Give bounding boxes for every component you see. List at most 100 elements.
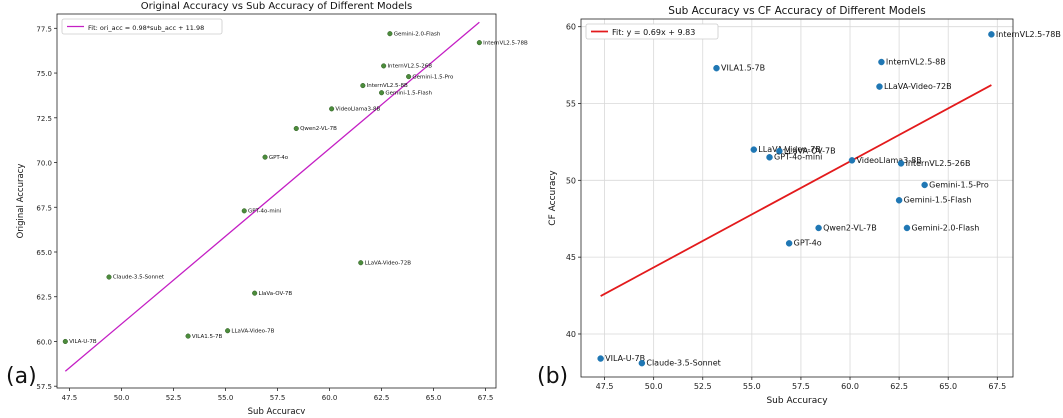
panel-label-a: (a) [6,364,37,389]
x-axis-label: Sub Accuracy [766,396,828,406]
y-tick-label: 77.5 [36,25,52,33]
data-point [897,160,905,167]
data-point [358,260,364,266]
point-label: VILA-U-7B [605,354,645,363]
plot-frame [580,18,1014,378]
x-tick-label: 60.0 [322,394,338,402]
data-point [406,74,412,80]
data-point [293,125,299,132]
point-label: GPT-4o-mini [248,208,282,214]
plot-frame [56,13,497,389]
point-label: VideoLlama3-8B [856,156,921,165]
y-tick-label: 67.5 [36,204,52,212]
point-label: GPT-4o-mini [774,153,822,162]
data-point [360,83,366,89]
x-tick-label: 50.0 [645,382,663,391]
x-tick-label: 47.5 [596,382,614,391]
y-tick-label: 60.0 [36,338,52,346]
x-tick-label: 67.5 [988,382,1006,391]
x-tick-label: 62.5 [374,394,390,402]
point-label: LLaVA-Video-7B [758,145,821,154]
point-label: LLaVA-OV-7B [784,147,836,156]
point-label: VILA1.5-7B [192,334,223,340]
point-label: VILA1.5-7B [721,64,765,73]
data-point [106,274,112,280]
legend-box [61,18,223,35]
data-point [988,31,995,38]
y-axis-label: CF Accuracy [548,170,558,226]
chart-a-svg: 47.5 50.0 52.5 55.0 57.5 60.0 62.5 65.0 67.5 57.5… [16,1,528,417]
x-tick-label: 62.5 [890,382,908,391]
point-label: VILA-U-7B [69,339,97,345]
point-label: Gemini-2.0-Flash [394,31,441,37]
point-label: Qwen2-VL-7B [823,223,877,232]
data-point [329,106,335,112]
x-tick-label: 65.0 [426,394,442,402]
x-tick-label: 47.5 [62,394,78,402]
data-point [241,208,247,214]
y-tick-label: 62.5 [36,294,52,302]
data-point [62,338,68,345]
point-label: LlaVa-OV-7B [258,291,292,297]
data-point [785,240,793,247]
data-point [815,224,822,232]
data-point [597,355,604,362]
y-tick-label: 65.0 [36,249,52,257]
y-axis-label: Original Accuracy [16,164,26,239]
x-axis-label: Sub Accuracy [248,407,306,414]
y-tick-label: 57.5 [36,383,52,391]
chart-title: Sub Accuracy vs CF Accuracy of Different… [668,5,925,17]
data-point [262,154,268,160]
y-tick-label: 45 [566,253,576,262]
point-label: LLaVA-Video-72B [884,82,952,91]
data-point [766,154,773,161]
y-tick-label: 70.0 [36,160,52,168]
point-label: Gemini-1.5-Pro [412,74,454,80]
data-point [379,90,385,96]
data-point [638,359,646,367]
point-label: LLaVA-Video-7B [231,328,274,334]
point-label: InternVL2.5-8B [886,57,946,66]
point-label: GPT-4o [794,239,822,248]
x-tick-label: 55.0 [743,382,761,391]
x-tick-label: 52.5 [166,394,182,402]
point-label: Gemini-1.5-Flash [385,90,432,96]
data-point [381,63,387,69]
chart-panel-a: 47.5 50.0 52.5 55.0 57.5 60.0 62.5 65.0 67.5 57.5… [0,0,530,417]
legend-label: Fit: ori_acc = 0.98*sub_acc + 11.98 [88,24,204,32]
data-point [225,328,231,334]
y-tick-label: 60 [566,23,576,32]
fit-line [64,21,480,372]
point-label: InternVL2.5-26B [906,159,971,168]
data-point [903,224,911,232]
point-label: Gemini-2.0-Flash [911,223,979,232]
data-point [776,147,783,155]
x-tick-label: 55.0 [218,394,234,402]
x-tick-label: 57.5 [270,394,286,402]
point-label: GPT-4o [269,155,289,161]
x-tick-label: 57.5 [792,382,810,391]
data-point [750,146,758,153]
legend-box [585,23,719,40]
chart-title: Original Accuracy vs Sub Accuracy of Dif… [141,1,413,12]
x-tick-label: 52.5 [694,382,712,391]
point-label: InternVL2.5-78B [996,30,1061,39]
point-label: InternVL2.5-26B [387,64,432,70]
x-tick-label: 65.0 [939,382,957,391]
panel-label-b: (b) [537,364,569,389]
point-label: InternVL2.5-78B [483,40,528,46]
data-point [476,40,482,46]
y-tick-label: 50 [566,176,576,185]
data-point [876,83,883,90]
x-tick-label: 67.5 [478,394,494,402]
y-tick-label: 40 [566,330,576,339]
y-tick-label: 72.5 [36,115,52,123]
x-tick-label: 60.0 [841,382,859,391]
data-point [921,181,928,189]
point-label: Gemini-1.5-Pro [929,180,989,189]
point-label: Claude-3.5-Sonnet [113,275,165,281]
point-label: LLaVA-Video-72B [365,260,412,266]
data-point [185,333,191,339]
point-label: VideoLlama3-8B [335,106,380,112]
data-point [387,31,393,37]
